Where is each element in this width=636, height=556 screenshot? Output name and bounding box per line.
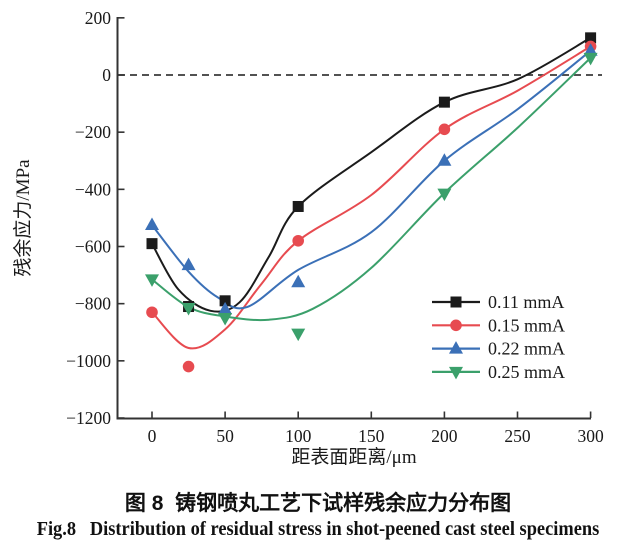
x-tick-label: 200	[431, 426, 458, 446]
data-point	[438, 96, 450, 108]
legend-label: 0.25 mmA	[488, 362, 565, 382]
data-point	[292, 200, 304, 212]
legend-label: 0.15 mmA	[488, 315, 565, 335]
data-point	[182, 360, 195, 373]
x-tick-label: 0	[148, 426, 157, 446]
x-tick-label: 300	[577, 426, 604, 446]
fit-curve-0.11-mmA	[151, 36, 592, 313]
data-point	[219, 295, 231, 307]
legend-marker	[449, 341, 463, 354]
y-tick-label: −600	[75, 236, 111, 256]
x-tick-label: 50	[216, 426, 234, 446]
data-point	[438, 123, 451, 136]
data-point	[181, 257, 196, 271]
y-tick-label: −400	[75, 179, 111, 199]
y-axis-label: 残余应力/MPa	[12, 159, 34, 277]
data-point	[218, 312, 233, 326]
data-point	[145, 274, 159, 287]
data-point	[218, 301, 233, 315]
data-point	[437, 153, 452, 166]
fit-curve-0.25-mmA	[151, 57, 592, 322]
legend-label: 0.11 mmA	[488, 292, 564, 312]
y-tick-label: 200	[85, 8, 112, 28]
x-tick-label: 150	[358, 426, 385, 446]
fit-curve-0.15-mmA	[151, 45, 592, 350]
y-tick-label: −800	[75, 294, 111, 314]
data-point	[583, 52, 598, 66]
y-tick-label: −1200	[66, 408, 111, 428]
legend-marker	[450, 319, 462, 332]
y-tick-label: −1000	[66, 351, 111, 371]
fit-curve-0.22-mmA	[151, 49, 592, 310]
data-point	[145, 217, 159, 231]
data-point	[291, 328, 306, 342]
data-point	[146, 306, 158, 319]
data-point	[292, 234, 305, 247]
data-point	[585, 32, 597, 44]
x-axis-label: 距表面距离/μm	[291, 446, 416, 468]
x-tick-label: 100	[285, 426, 312, 446]
data-point	[291, 274, 306, 288]
data-point	[437, 188, 452, 202]
data-point	[146, 238, 158, 250]
y-tick-label: −200	[75, 122, 111, 142]
data-point	[583, 43, 598, 56]
legend-marker	[449, 366, 463, 380]
residual-stress-chart: 距表面距离/μm 残余应力/MPa 200 0 −200 −400 −600 −800 −1…	[12, 8, 604, 468]
legend-label: 0.22 mmA	[488, 339, 565, 359]
x-tick-label: 250	[504, 426, 531, 446]
figure-caption-english: Fig.8 Distribution of residual stress in…	[36, 518, 600, 540]
legend-marker	[450, 296, 462, 308]
data-point	[181, 302, 196, 316]
y-tick-label: 0	[102, 65, 111, 85]
figure-caption-chinese: 图 8 铸钢喷丸工艺下试样残余应力分布图	[124, 492, 512, 515]
